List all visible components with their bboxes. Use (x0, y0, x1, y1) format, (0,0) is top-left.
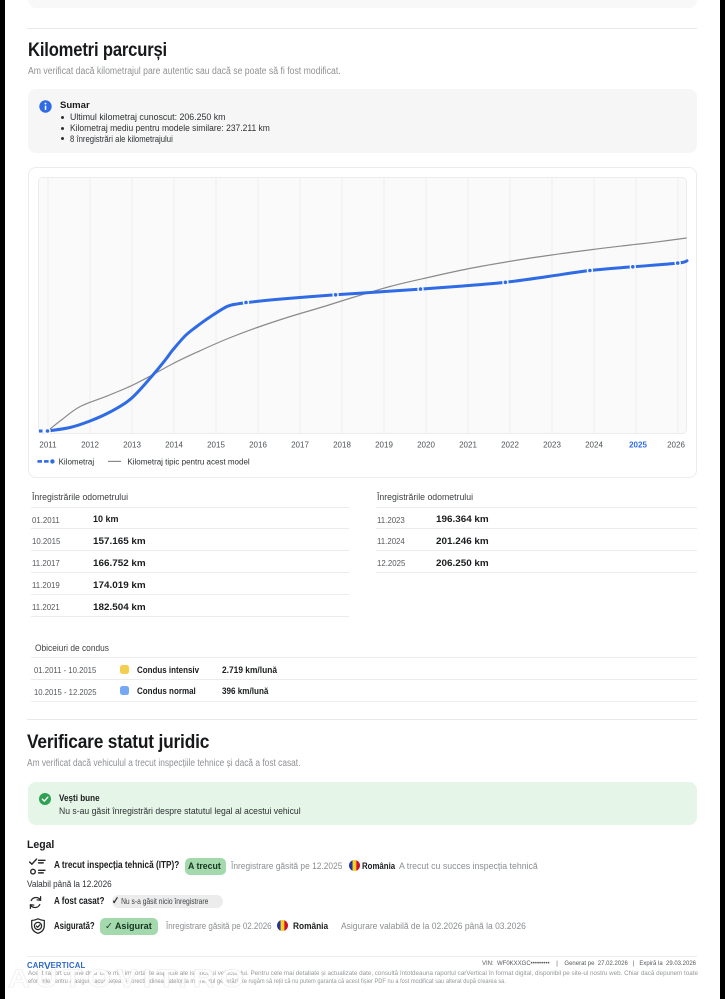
svg-text:2023: 2023 (543, 441, 561, 450)
svg-text:2012: 2012 (81, 441, 99, 450)
svg-text:Kilometraj tipic pentru acest: Kilometraj tipic pentru acest model (127, 458, 249, 467)
svg-text:2017: 2017 (291, 441, 309, 450)
svg-text:2011: 2011 (39, 441, 57, 450)
svg-text:Kilometraj: Kilometraj (59, 458, 95, 467)
svg-text:2026: 2026 (667, 441, 685, 450)
svg-text:2020: 2020 (417, 441, 435, 450)
svg-text:2016: 2016 (249, 441, 267, 450)
svg-text:2013: 2013 (123, 441, 141, 450)
svg-text:2019: 2019 (375, 441, 393, 450)
svg-text:2018: 2018 (333, 441, 351, 450)
svg-text:2021: 2021 (459, 441, 477, 450)
svg-text:2014: 2014 (165, 441, 183, 450)
svg-text:2022: 2022 (501, 441, 519, 450)
svg-text:2025: 2025 (629, 441, 647, 450)
svg-text:2015: 2015 (207, 441, 225, 450)
svg-text:2024: 2024 (585, 441, 603, 450)
